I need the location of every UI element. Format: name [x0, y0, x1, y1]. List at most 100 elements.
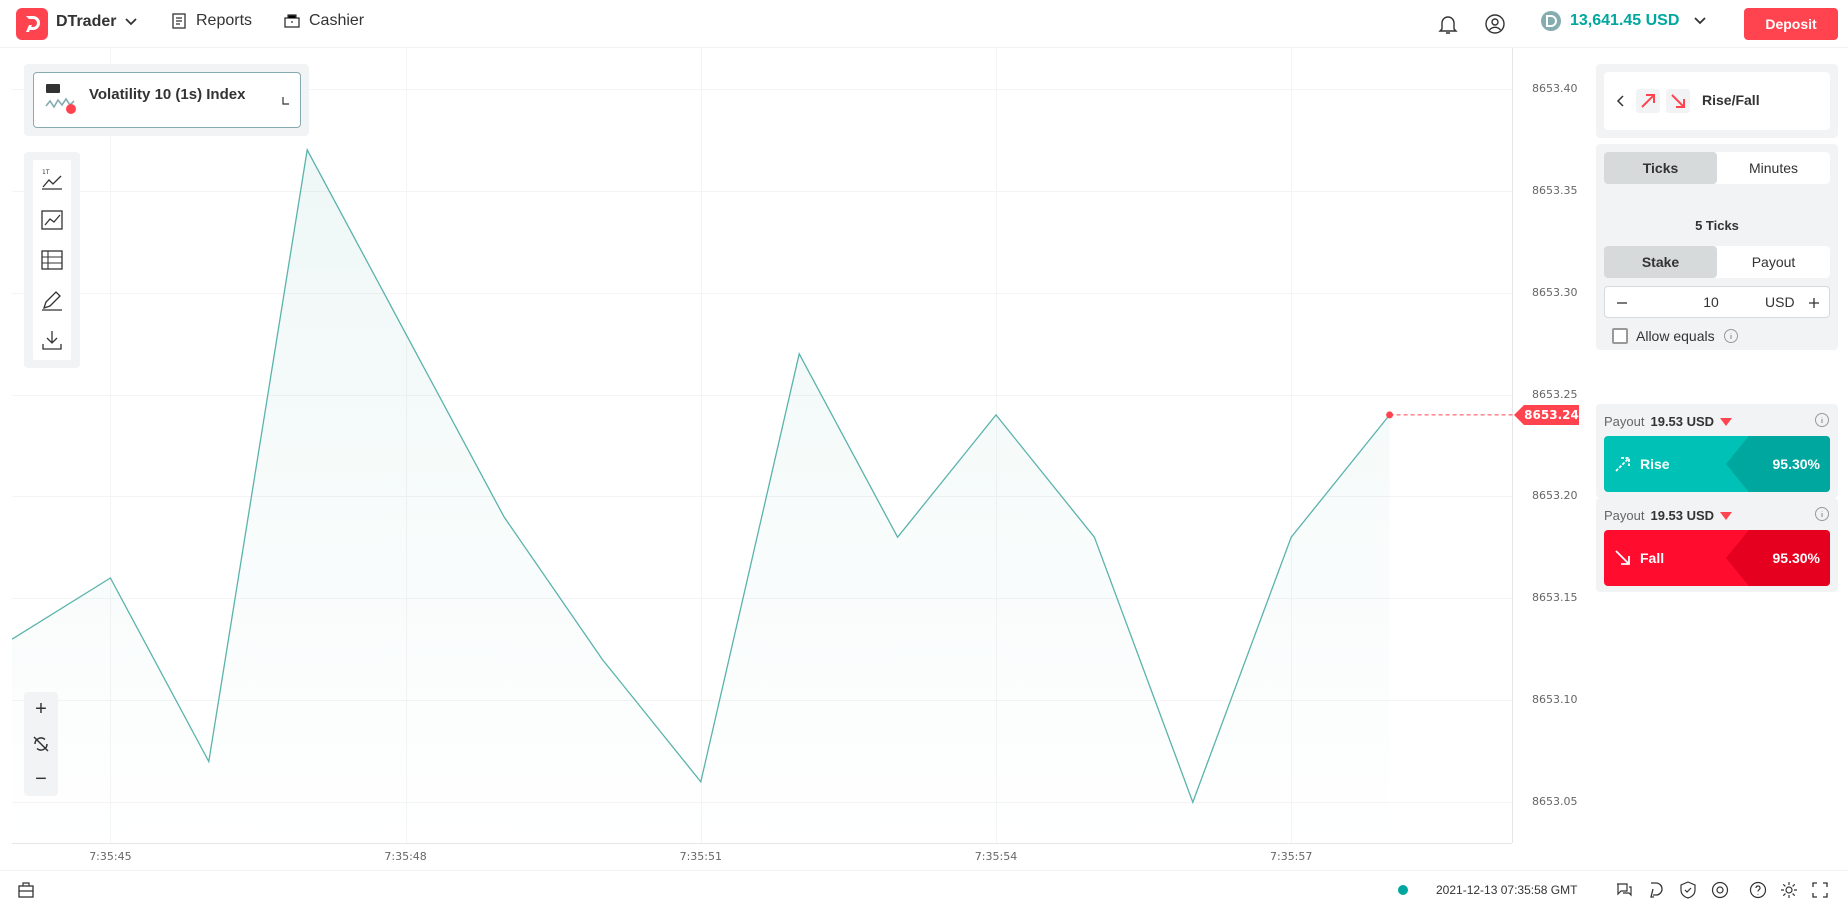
grid-line-horizontal [12, 394, 1512, 396]
positions-briefcase-icon[interactable] [16, 880, 36, 900]
chevron-down-icon [125, 18, 138, 26]
zoom-in-button[interactable]: + [35, 697, 47, 720]
tab-payout[interactable]: Payout [1751, 254, 1796, 270]
deposit-button[interactable]: Deposit [1744, 8, 1838, 40]
fall-arrow-icon [1666, 89, 1690, 113]
settings-gear-icon[interactable] [1779, 880, 1799, 900]
responsible-trading-shield-icon[interactable] [1678, 880, 1698, 900]
svg-text:1T: 1T [42, 169, 50, 176]
templates-icon[interactable] [40, 248, 64, 272]
x-tick-label: 7:35:57 [1269, 850, 1313, 863]
nav-reports[interactable]: Reports [170, 12, 252, 30]
grid-line-vertical [110, 48, 112, 843]
nav-reports-label: Reports [196, 12, 253, 29]
platform-switcher[interactable]: DTrader [56, 13, 138, 31]
y-tick-label: 8653.15 [1532, 591, 1578, 605]
reset-zoom-button[interactable] [24, 727, 58, 761]
help-icon[interactable] [1748, 880, 1768, 900]
drawing-tools-pencil-icon[interactable] [40, 288, 64, 312]
info-icon[interactable] [1723, 328, 1739, 344]
price-line [11, 147, 1391, 805]
chart-toolbar-inner: 1T [33, 160, 71, 360]
fall-purchase-card: Payout 19.53 USD Fall 95.30% [1596, 498, 1838, 592]
allow-equals-row: Allow equals [1612, 328, 1739, 344]
header: DTrader Reports Cashier 13,641.45 USD De… [0, 0, 1848, 48]
zoom-out-button[interactable]: − [35, 767, 47, 790]
fall-arrow-icon [1615, 550, 1630, 565]
market-selector-inner[interactable]: Volatility 10 (1s) Index [33, 72, 301, 128]
account-profile-icon[interactable] [1483, 12, 1507, 36]
minus-icon[interactable] [1615, 296, 1629, 310]
network-status-dot [1398, 885, 1408, 895]
y-tick-label: 8653.05 [1532, 795, 1578, 809]
x-tick-label: 7:35:45 [89, 850, 132, 863]
time-axis [12, 843, 1512, 844]
chevron-down-icon [1694, 17, 1707, 25]
balance-amount: 13,641.45 USD [1570, 12, 1680, 29]
nav-cashier[interactable]: Cashier [283, 12, 364, 30]
y-tick-label: 8653.25 [1532, 387, 1578, 401]
y-tick-label: 8653.10 [1532, 693, 1578, 707]
stake-currency: USD [1765, 294, 1795, 310]
grid-line-horizontal [12, 496, 1512, 498]
plus-icon[interactable] [1807, 296, 1821, 310]
stake-input-group: 10 USD [1604, 286, 1830, 318]
x-tick-label: 7:35:48 [384, 850, 427, 863]
info-icon[interactable] [1814, 506, 1830, 522]
market-selector[interactable]: Volatility 10 (1s) Index [24, 64, 309, 136]
allow-equals-label: Allow equals [1636, 328, 1715, 344]
nav-cashier-label: Cashier [309, 12, 365, 29]
stake-input[interactable]: 10 [1703, 294, 1719, 310]
tab-stake[interactable]: Stake [1604, 246, 1717, 278]
fullscreen-icon[interactable] [1810, 880, 1830, 900]
tab-ticks[interactable]: Ticks [1604, 152, 1717, 184]
brand-name: DTrader [56, 13, 117, 30]
live-chat-icon[interactable] [1614, 880, 1634, 900]
chart-type-icon[interactable]: 1T [40, 168, 64, 192]
server-time: 2021-12-13 07:35:58 GMT [1436, 883, 1578, 897]
deriv-logo[interactable] [16, 8, 48, 40]
info-icon[interactable] [1814, 412, 1830, 428]
zoom-controls: + − [24, 692, 58, 796]
deriv-logo-icon[interactable] [1646, 880, 1666, 900]
tick-duration-slider[interactable] [1608, 194, 1818, 196]
rise-payout-info: Payout 19.53 USD [1604, 414, 1733, 429]
amount-type-toggle: Stake Payout [1604, 246, 1830, 278]
rise-arrow-icon [1615, 457, 1630, 472]
grid-line-horizontal [12, 190, 1512, 192]
gaming-18plus-icon[interactable] [1710, 880, 1730, 900]
price-line-chart[interactable] [0, 0, 1600, 870]
account-balance-switcher[interactable]: 13,641.45 USD [1540, 10, 1713, 32]
grid-line-horizontal [12, 88, 1512, 90]
fall-payout-info: Payout 19.53 USD [1604, 508, 1733, 523]
purchase-fall-button[interactable]: Fall 95.30% [1604, 530, 1830, 586]
footer: 2021-12-13 07:35:58 GMT [0, 870, 1848, 908]
contract-type-selector[interactable]: Rise/Fall [1604, 72, 1830, 130]
duration-value: 5 Ticks [1695, 218, 1739, 233]
y-tick-label: 8653.30 [1532, 285, 1578, 299]
duration-unit-toggle: Ticks Minutes [1604, 152, 1830, 184]
y-tick-label: 8653.40 [1532, 81, 1578, 95]
chevron-left-icon [1616, 95, 1624, 107]
download-icon[interactable] [40, 328, 64, 352]
indicators-icon[interactable] [40, 208, 64, 232]
contract-type-card: Rise/Fall [1596, 64, 1838, 138]
market-open-clock-icon [282, 97, 289, 105]
demo-account-icon [1541, 11, 1561, 31]
contract-type-label: Rise/Fall [1702, 92, 1760, 108]
notifications-bell-icon[interactable] [1436, 12, 1460, 36]
fall-payout-value: 19.53 USD [1650, 508, 1715, 523]
chart-toolbar: 1T [24, 152, 80, 368]
x-tick-label: 7:35:54 [974, 850, 1018, 863]
volatility-index-icon [45, 84, 76, 114]
allow-equals-checkbox[interactable] [1612, 328, 1628, 344]
rise-payout-value: 19.53 USD [1650, 414, 1715, 429]
reports-icon [172, 13, 186, 29]
caret-down-icon [1720, 417, 1733, 426]
purchase-rise-button[interactable]: Rise 95.30% [1604, 436, 1830, 492]
tab-minutes[interactable]: Minutes [1748, 160, 1799, 176]
x-tick-label: 7:35:51 [679, 850, 722, 863]
rise-purchase-card: Payout 19.53 USD Rise 95.30% [1596, 404, 1838, 498]
stake-card: Stake Payout 10 USD Allow equals [1596, 238, 1838, 350]
